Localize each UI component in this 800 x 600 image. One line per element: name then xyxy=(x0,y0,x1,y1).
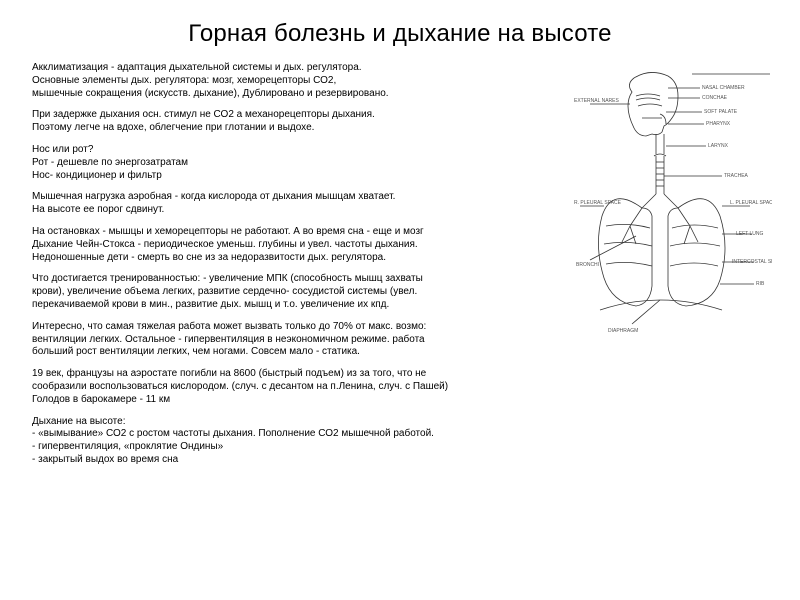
paragraph-4: Мышечная нагрузка аэробная - когда кисло… xyxy=(32,191,566,217)
slide-root: Горная болезнь и дыхание на высоте Аккли… xyxy=(0,0,800,600)
label-l-pleural: L. PLEURAL SPACE xyxy=(730,200,772,206)
text-column: Акклиматизация - адаптация дыхательной с… xyxy=(28,62,566,476)
paragraph-3: Нос или рот?Рот - дешевле по энергозатра… xyxy=(32,144,566,182)
paragraph-8: 19 век, французы на аэростате погибли на… xyxy=(32,368,566,406)
label-soft-palate: SOFT PALATE xyxy=(704,109,738,115)
label-larynx: LARYNX xyxy=(708,143,729,149)
label-bronchi: BRONCHI xyxy=(576,262,599,268)
content-row: Акклиматизация - адаптация дыхательной с… xyxy=(28,62,772,476)
label-intercostal: INTERCOSTAL SPACE xyxy=(732,259,772,265)
paragraph-6: Что достигается тренированностью: - увел… xyxy=(32,273,566,311)
label-r-pleural: R. PLEURAL SPACE xyxy=(574,200,622,206)
label-diaphragm: DIAPHRAGM xyxy=(608,328,638,334)
paragraph-7: Интересно, что самая тяжелая работа може… xyxy=(32,321,566,359)
label-nasal: NASAL CHAMBER xyxy=(702,85,745,91)
label-trachea: TRACHEA xyxy=(724,173,749,179)
paragraph-5: На остановках - мышцы и хеморецепторы не… xyxy=(32,226,566,264)
paragraph-2: При задержке дыхания осн. стимул не СО2 … xyxy=(32,109,566,135)
diagram-column: NASAL CHAMBER CONCHAE EXTERNAL NARES SOF… xyxy=(572,62,772,476)
slide-title: Горная болезнь и дыхание на высоте xyxy=(28,20,772,48)
paragraph-9: Дыхание на высоте:- «вымывание» СО2 с ро… xyxy=(32,416,566,467)
label-left-lung: LEFT LUNG xyxy=(736,231,764,237)
respiratory-diagram-icon: NASAL CHAMBER CONCHAE EXTERNAL NARES SOF… xyxy=(572,66,772,346)
label-conchae: CONCHAE xyxy=(702,95,728,101)
label-pharynx: PHARYNX xyxy=(706,121,731,127)
paragraph-1: Акклиматизация - адаптация дыхательной с… xyxy=(32,62,566,100)
label-rib: RIB xyxy=(756,281,765,287)
label-ext-nares: EXTERNAL NARES xyxy=(574,98,619,104)
